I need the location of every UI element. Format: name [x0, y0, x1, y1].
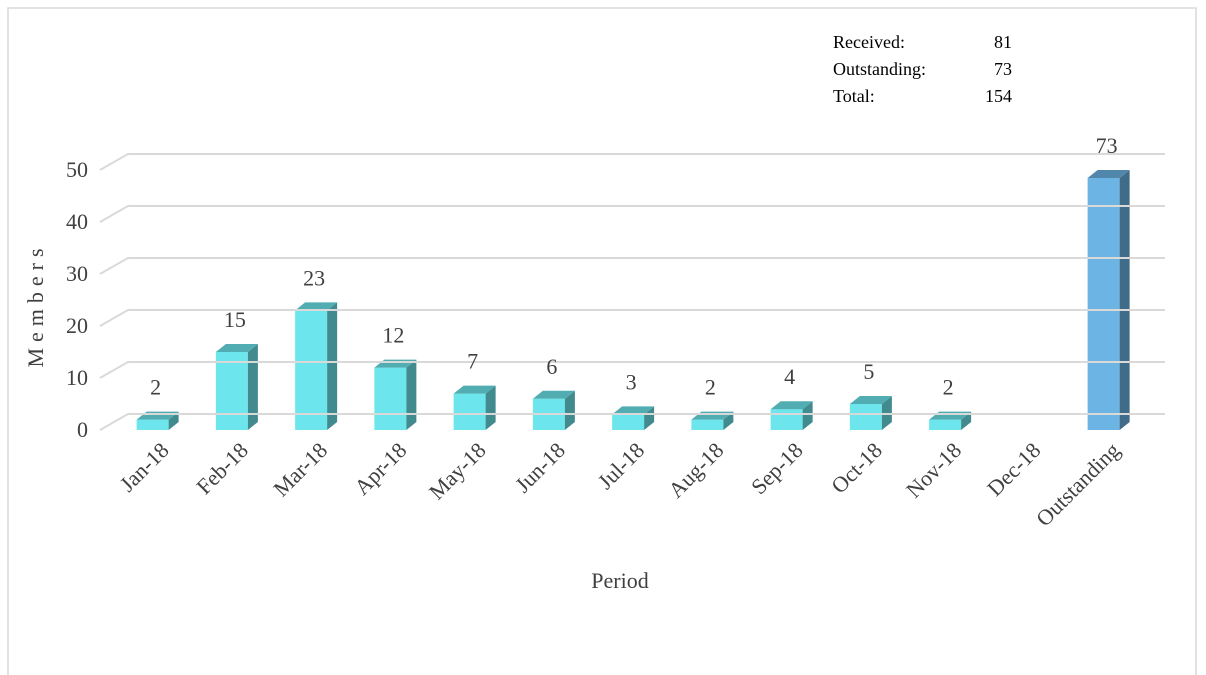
bar-top: [532, 390, 575, 399]
data-label: 2: [943, 375, 954, 400]
data-label: 73: [1096, 133, 1118, 158]
x-tick-label: May-18: [424, 437, 491, 504]
x-tick-label: Jun-18: [510, 437, 570, 497]
data-label: 2: [705, 375, 716, 400]
x-tick-label: Sep-18: [746, 437, 808, 499]
bar-top: [612, 406, 655, 415]
bar-front: [453, 393, 486, 430]
data-label: 5: [863, 359, 874, 384]
summary-value: 81: [994, 32, 1012, 52]
x-tick-label: Jan-18: [115, 437, 174, 496]
x-axis-label: Period: [591, 568, 648, 593]
bar-top: [1087, 170, 1130, 178]
plot-area: [136, 170, 1130, 430]
bar-front: [295, 310, 328, 430]
x-tick-label: Oct-18: [826, 437, 887, 498]
chart-frame: [7, 7, 1197, 675]
data-label: 7: [467, 349, 478, 374]
bar-side: [644, 406, 655, 430]
bar-side: [961, 411, 972, 430]
x-tick-label: Mar-18: [268, 437, 332, 501]
data-label: 12: [382, 323, 404, 348]
x-tick-label: Outstanding: [1031, 437, 1125, 531]
y-tick-label: 50: [66, 157, 88, 182]
data-label: 3: [626, 369, 637, 394]
grid-line: [99, 361, 1165, 379]
bar-front: [929, 419, 962, 430]
bar-side: [1119, 170, 1130, 430]
bar-top: [770, 401, 813, 410]
summary-label: Total:: [833, 86, 875, 106]
x-tick-label: Apr-18: [349, 437, 411, 499]
y-tick-label: 10: [66, 365, 88, 390]
bar-front: [612, 414, 645, 430]
summary-label: Outstanding:: [833, 59, 926, 79]
data-label: 2: [150, 375, 161, 400]
x-tick-label: Feb-18: [191, 437, 253, 499]
bar-side: [802, 401, 813, 430]
data-label: 15: [224, 307, 246, 332]
x-tick-label: Nov-18: [901, 437, 966, 502]
bar-front: [215, 352, 248, 430]
x-tick-label: Dec-18: [982, 437, 1045, 500]
data-label: 4: [784, 364, 795, 389]
data-label: 6: [546, 354, 557, 379]
bar-top: [453, 385, 496, 394]
x-tick-label: Aug-18: [663, 437, 728, 502]
bar-top: [295, 302, 338, 311]
y-tick-label: 20: [66, 313, 88, 338]
summary-value: 73: [994, 59, 1012, 79]
bar-front: [849, 404, 882, 430]
bar-top: [215, 344, 258, 352]
bar-front: [770, 409, 803, 430]
summary-value: 154: [985, 86, 1012, 106]
grid-line: [99, 413, 1165, 431]
bar-front: [374, 367, 407, 430]
bar-side: [168, 411, 179, 430]
y-axis-label: Members: [23, 242, 48, 367]
data-label: 23: [303, 265, 325, 290]
bar-front: [691, 419, 724, 430]
bar-side: [247, 344, 258, 430]
bar-side: [723, 411, 734, 430]
grid-line: [99, 309, 1165, 327]
bar-side: [327, 302, 338, 430]
summary-label: Received:: [833, 32, 905, 52]
y-tick-label: 0: [77, 417, 88, 442]
bar-side: [564, 390, 575, 430]
bar-side: [485, 385, 496, 430]
grid-line: [99, 153, 1165, 171]
grid-line: [99, 205, 1165, 223]
grid-line: [99, 257, 1165, 275]
x-tick-label: Jul-18: [593, 437, 650, 494]
y-tick-label: 40: [66, 209, 88, 234]
bar-front: [136, 419, 169, 430]
bar-side: [406, 359, 417, 430]
y-tick-label: 30: [66, 261, 88, 286]
bar-top: [849, 396, 892, 404]
bar-front: [1087, 178, 1120, 430]
